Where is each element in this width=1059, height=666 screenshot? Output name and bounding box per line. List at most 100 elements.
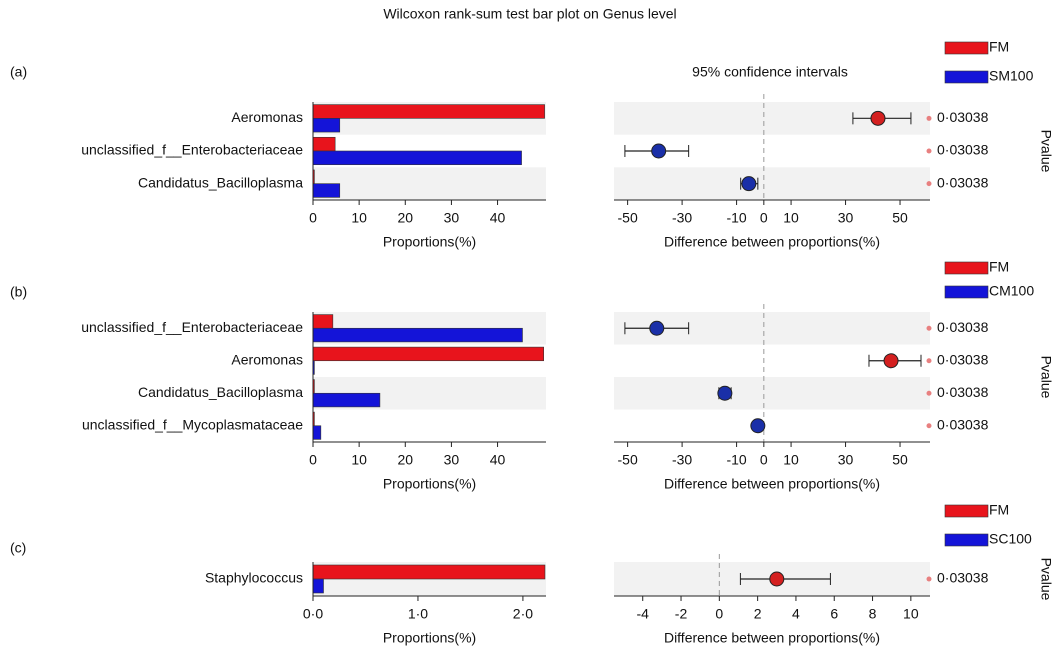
point: [717, 385, 733, 401]
panel-label: (a): [10, 64, 27, 80]
point: [750, 418, 766, 434]
x-tick-label: 50: [892, 452, 908, 468]
category-label: Staphylococcus: [205, 570, 303, 586]
x-tick-label: 30: [838, 452, 854, 468]
category-label: unclassified_f__Enterobacteriaceae: [81, 319, 303, 335]
bar: [312, 150, 522, 166]
category-label: unclassified_f__Enterobacteriaceae: [81, 142, 303, 158]
pvalue-marker: [926, 423, 932, 429]
x-axis-label: Proportions(%): [383, 630, 476, 646]
x-tick-label: 10: [783, 210, 799, 226]
chart-title: Wilcoxon rank-sum test bar plot on Genus…: [383, 6, 676, 22]
legend-label: SC100: [989, 531, 1032, 547]
bar: [312, 136, 336, 152]
x-tick-label: 10: [351, 210, 367, 226]
bar: [312, 578, 324, 594]
legend-label: FM: [989, 259, 1009, 275]
x-tick-label: 40: [490, 452, 506, 468]
legend-swatch: [944, 261, 989, 275]
bar: [312, 346, 544, 362]
x-tick-label: 0: [715, 606, 723, 622]
bar: [312, 392, 381, 408]
pvalue-marker: [926, 115, 932, 121]
x-tick-label: 8: [869, 606, 877, 622]
x-tick-label: -30: [672, 210, 692, 226]
category-label: Candidatus_Bacilloplasma: [138, 384, 303, 400]
x-tick-label: -4: [637, 606, 650, 622]
x-tick-label: 0·0: [303, 606, 323, 622]
bar: [312, 183, 341, 198]
x-tick-label: 10: [783, 452, 799, 468]
pvalue-label: 0·03038: [937, 142, 989, 158]
pvalue-label: 0·03038: [937, 384, 989, 400]
point: [870, 110, 886, 126]
legend-swatch: [944, 504, 989, 518]
bar: [312, 314, 334, 329]
point: [741, 176, 757, 192]
pvalue-marker: [926, 358, 932, 364]
x-tick-label: 20: [397, 452, 413, 468]
pvalue-marker: [926, 148, 932, 154]
x-tick-label: 6: [830, 606, 838, 622]
pvalue-title: Pvalue: [1038, 130, 1054, 173]
x-tick-label: 0: [760, 210, 768, 226]
x-tick-label: 1·0: [408, 606, 428, 622]
pvalue-label: 0·03038: [937, 416, 989, 432]
legend-label: SM100: [989, 68, 1034, 84]
legend-swatch: [944, 285, 989, 299]
x-axis-label: Difference between proportions(%): [664, 476, 880, 492]
pvalue-marker: [926, 390, 932, 396]
pvalue-marker: [926, 576, 932, 582]
category-label: unclassified_f__Mycoplasmataceae: [82, 416, 303, 432]
x-axis-label: Difference between proportions(%): [664, 630, 880, 646]
x-tick-label: 30: [444, 210, 460, 226]
x-tick-label: 30: [838, 210, 854, 226]
pvalue-label: 0·03038: [937, 319, 989, 335]
pvalue-title: Pvalue: [1038, 558, 1054, 601]
pvalue-marker: [926, 181, 932, 187]
x-tick-label: 10: [903, 606, 919, 622]
x-tick-label: 0: [309, 210, 317, 226]
point: [883, 353, 899, 369]
x-tick-label: -50: [618, 210, 638, 226]
legend-label: FM: [989, 39, 1009, 55]
x-tick-label: 10: [351, 452, 367, 468]
x-tick-label: 0: [760, 452, 768, 468]
x-tick-label: 2: [754, 606, 762, 622]
x-tick-label: 30: [444, 452, 460, 468]
x-axis-label: Difference between proportions(%): [664, 234, 880, 250]
x-tick-label: -50: [618, 452, 638, 468]
bar: [312, 327, 523, 343]
point: [769, 571, 785, 587]
x-tick-label: -10: [726, 452, 746, 468]
category-label: Aeromonas: [231, 351, 303, 367]
point: [649, 320, 665, 336]
point: [651, 143, 667, 159]
ci-title: 95% confidence intervals: [692, 64, 848, 80]
pvalue-marker: [926, 325, 932, 331]
pvalue-label: 0·03038: [937, 351, 989, 367]
x-tick-label: 0: [309, 452, 317, 468]
panel-label: (b): [10, 284, 27, 300]
bar: [312, 104, 545, 119]
row-band: [614, 377, 930, 410]
x-tick-label: -30: [672, 452, 692, 468]
x-tick-label: 20: [397, 210, 413, 226]
x-tick-label: 40: [490, 210, 506, 226]
legend-swatch: [944, 533, 989, 547]
pvalue-label: 0·03038: [937, 570, 989, 586]
x-tick-label: -2: [675, 606, 688, 622]
legend-label: CM100: [989, 283, 1034, 299]
pvalue-label: 0·03038: [937, 109, 989, 125]
category-label: Candidatus_Bacilloplasma: [138, 174, 303, 190]
pvalue-label: 0·03038: [937, 174, 989, 190]
x-tick-label: 2·0: [513, 606, 533, 622]
x-tick-label: -10: [726, 210, 746, 226]
legend-swatch: [944, 41, 989, 55]
x-tick-label: 50: [892, 210, 908, 226]
row-band: [614, 167, 930, 200]
row-band: [313, 167, 546, 200]
bar: [312, 564, 546, 580]
bar: [312, 118, 341, 133]
